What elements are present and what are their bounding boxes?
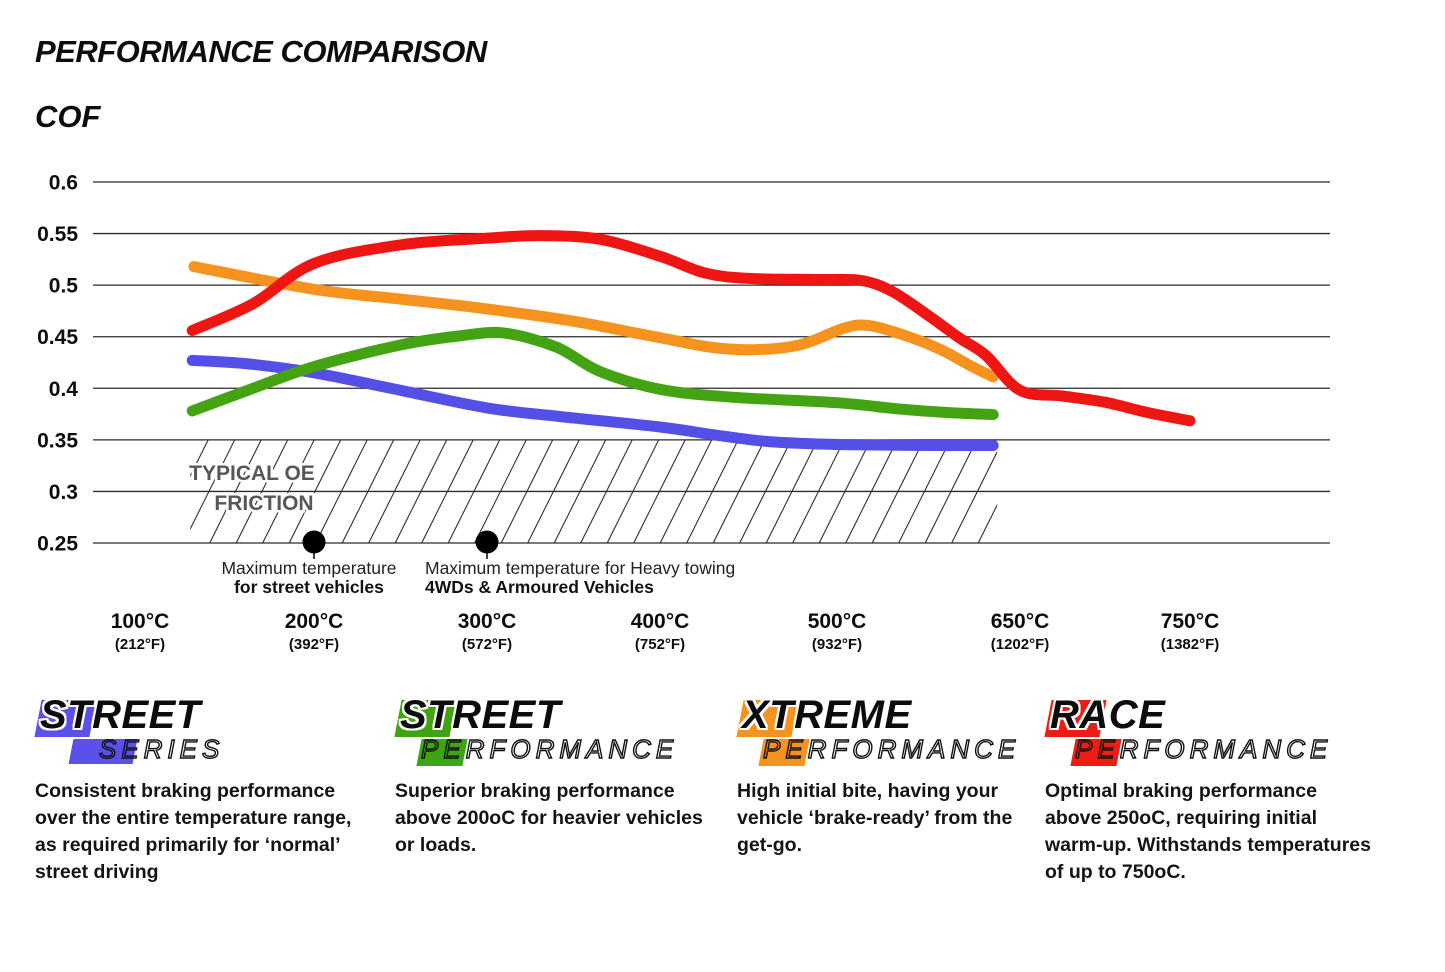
series-line-race-performance bbox=[186, 230, 1196, 427]
hatch-line bbox=[368, 439, 421, 544]
logo-word2: PERFORMANCE bbox=[420, 733, 679, 764]
y-tick-label: 0.55 bbox=[37, 223, 78, 246]
x-tick-label-c: 100°C bbox=[111, 610, 170, 633]
hatch-line bbox=[190, 439, 236, 531]
hatch-line bbox=[341, 439, 395, 544]
hatch-line bbox=[315, 439, 368, 544]
annotation-line2: 4WDs & Armoured Vehicles bbox=[425, 577, 654, 597]
legend-item-street-series: SERIES STREET Consistent braking perform… bbox=[34, 693, 365, 886]
logo-word1: RACE bbox=[1050, 693, 1166, 737]
legend-description: Superior braking performance above 200oC… bbox=[395, 780, 703, 856]
hatch-line bbox=[288, 439, 342, 544]
y-tick-label: 0.4 bbox=[49, 378, 79, 401]
hatch-line bbox=[633, 439, 686, 544]
y-tick-label: 0.6 bbox=[49, 172, 78, 195]
hatch-line bbox=[951, 450, 998, 544]
series-line-street-series bbox=[186, 354, 999, 452]
xtreme-performance-logo: PERFORMANCE XTREME bbox=[736, 693, 1021, 770]
logo-word2: PERFORMANCE bbox=[1074, 733, 1333, 764]
legend-description: Consistent braking performance over the … bbox=[35, 780, 352, 883]
logo-word2: SERIES bbox=[98, 733, 225, 764]
x-tick-label-c: 650°C bbox=[991, 610, 1050, 633]
annotation-dot bbox=[475, 530, 499, 554]
hatch-line bbox=[686, 439, 739, 544]
x-tick-label-f: (392°F) bbox=[289, 636, 339, 653]
street-series-logo: SERIES STREET bbox=[34, 693, 365, 770]
hatch-line bbox=[447, 439, 501, 544]
y-tick-label: 0.5 bbox=[49, 275, 79, 298]
y-tick-label: 0.25 bbox=[37, 533, 78, 556]
series-line-street-performance bbox=[186, 326, 999, 421]
street-performance-logo: PERFORMANCE STREET bbox=[394, 693, 717, 770]
hatch-line bbox=[977, 503, 998, 544]
hatch-line bbox=[818, 439, 872, 544]
legend: SERIES STREET Consistent braking perform… bbox=[0, 693, 1445, 958]
annotation-line1: Maximum temperature for Heavy towing bbox=[425, 558, 735, 578]
x-tick-label-f: (212°F) bbox=[115, 636, 165, 653]
hatch-line bbox=[500, 439, 554, 544]
hatch-line bbox=[580, 439, 633, 544]
x-tick-label-f: (572°F) bbox=[462, 636, 512, 653]
hatch-line bbox=[553, 439, 607, 544]
x-tick-label-c: 750°C bbox=[1161, 610, 1220, 633]
page-title: PERFORMANCE COMPARISON bbox=[35, 34, 487, 69]
x-tick-label-f: (932°F) bbox=[812, 636, 862, 653]
hatch-line bbox=[845, 439, 898, 544]
hatch-line bbox=[606, 439, 660, 544]
hatch-line bbox=[898, 439, 951, 544]
hatch-line bbox=[871, 439, 925, 544]
legend-item-race-performance: PERFORMANCE RACE Optimal braking perform… bbox=[1044, 693, 1375, 886]
hatch-line bbox=[924, 439, 978, 544]
y-tick-label: 0.3 bbox=[49, 481, 78, 504]
oe-friction-band bbox=[190, 439, 998, 544]
x-tick-label-c: 400°C bbox=[631, 610, 690, 633]
y-tick-label: 0.35 bbox=[37, 429, 78, 452]
annotation-dot bbox=[302, 530, 326, 554]
legend-item-xtreme-performance: PERFORMANCE XTREME High initial bite, ha… bbox=[736, 693, 1021, 859]
hatch-line bbox=[659, 439, 713, 544]
annotation-line1: Maximum temperature bbox=[221, 558, 396, 578]
legend-description: High initial bite, having your vehicle ‘… bbox=[737, 780, 1013, 856]
logo-word1: STREET bbox=[40, 693, 201, 737]
hatch-line bbox=[209, 439, 262, 544]
hatch-line bbox=[394, 439, 448, 544]
hatch-line bbox=[527, 439, 580, 544]
hatch-line bbox=[712, 439, 766, 544]
x-tick-label-c: 200°C bbox=[285, 610, 344, 633]
logo-word2: PERFORMANCE bbox=[762, 733, 1021, 764]
hatch-line bbox=[792, 439, 845, 544]
hatch-line bbox=[765, 439, 819, 544]
performance-chart: 0.6 0.55 0.5 0.45 0.4 0.35 0.3 0.25 TYPICAL OE FR… bbox=[37, 172, 1330, 653]
hatch-line bbox=[190, 439, 209, 478]
hatch-line bbox=[262, 439, 315, 544]
x-tick-label-c: 500°C bbox=[808, 610, 867, 633]
y-tick-label: 0.45 bbox=[37, 326, 78, 349]
logo-word1: STREET bbox=[400, 693, 561, 737]
legend-description: Optimal braking performance above 250oC,… bbox=[1045, 780, 1371, 883]
x-tick-label-f: (1382°F) bbox=[1161, 636, 1220, 653]
oe-band-label-line2: FRICTION bbox=[214, 492, 313, 515]
race-performance-logo: PERFORMANCE RACE bbox=[1044, 693, 1375, 770]
oe-band-label-line1: TYPICAL OE bbox=[189, 462, 315, 485]
annotation-line2: for street vehicles bbox=[234, 577, 384, 597]
hatch-line bbox=[739, 439, 792, 544]
logo-word1: XTREME bbox=[742, 693, 912, 737]
x-tick-label-f: (752°F) bbox=[635, 636, 685, 653]
y-axis-title: COF bbox=[35, 99, 101, 134]
hatch-line bbox=[235, 439, 289, 544]
hatch-line bbox=[421, 439, 474, 544]
x-tick-label-f: (1202°F) bbox=[991, 636, 1050, 653]
legend-item-street-performance: PERFORMANCE STREET Superior braking perf… bbox=[394, 693, 717, 859]
series-line-xtreme-performance bbox=[188, 261, 999, 383]
hatch-line bbox=[474, 439, 527, 544]
x-tick-label-c: 300°C bbox=[458, 610, 517, 633]
